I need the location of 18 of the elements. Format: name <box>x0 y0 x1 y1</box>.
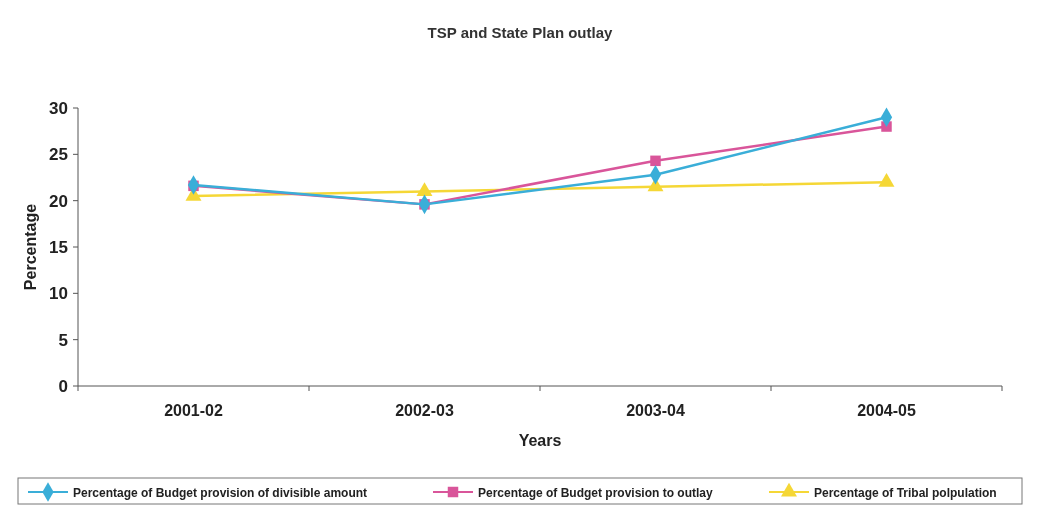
y-tick-label: 10 <box>49 284 68 304</box>
x-axis-title: Years <box>518 432 562 449</box>
y-tick-label: 25 <box>49 145 68 165</box>
x-tick-label: 2001-02 <box>164 402 223 419</box>
x-tick-label: 2003-04 <box>626 402 685 419</box>
y-tick-label: 0 <box>58 377 68 396</box>
x-tick-label: 2002-03 <box>395 402 454 419</box>
y-axis-title: Percentage <box>22 203 39 291</box>
x-tick-label: 2004-05 <box>857 402 916 419</box>
y-tick-label: 30 <box>49 99 68 118</box>
y-tick-label: 15 <box>49 238 68 257</box>
legend-label: Percentage of Budget provision of divisible amount <box>73 486 368 500</box>
legend-label: Percentage of Budget provision to outlay <box>478 486 714 500</box>
y-tick-label: 20 <box>49 191 68 211</box>
chart-title: TSP and State Plan outlay <box>427 24 614 41</box>
y-tick-label: 5 <box>58 330 68 350</box>
legend-label: Percentage of Tribal polpulation <box>814 486 997 500</box>
point <box>650 155 661 167</box>
